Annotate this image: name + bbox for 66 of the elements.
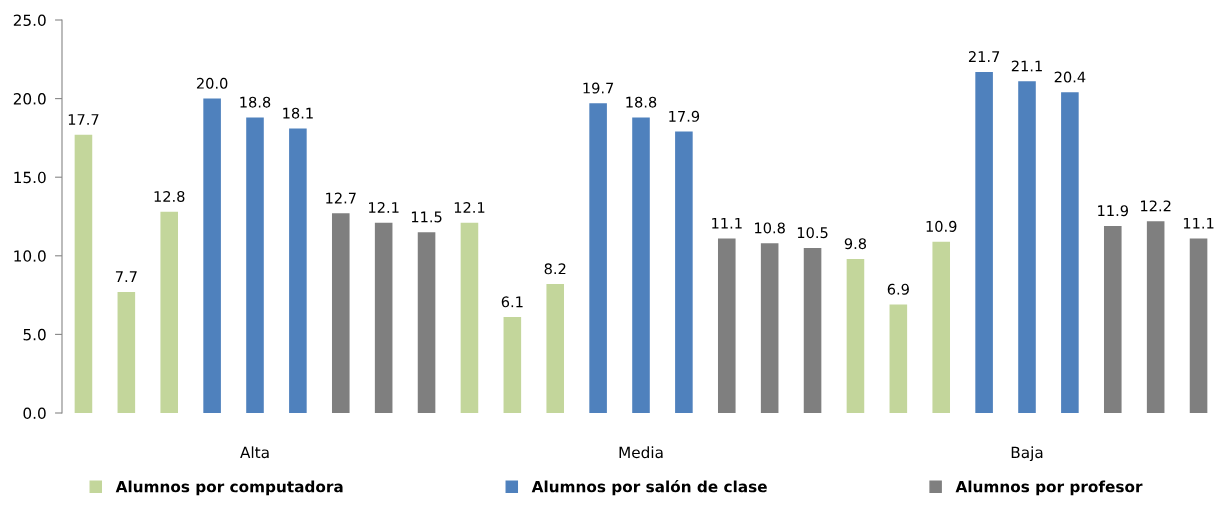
y-tick-label: 20.0 [13,93,46,105]
data-label: 20.0 [196,77,228,89]
data-label: 10.9 [926,220,957,232]
bar [889,304,908,413]
bar [117,291,136,413]
data-label: 11.1 [1183,217,1214,229]
data-label: 6.1 [501,296,523,308]
data-label: 12.1 [369,201,399,213]
bar [1146,221,1165,413]
data-label: 21.7 [968,51,1000,62]
x-tick-label: Media [619,446,663,459]
data-label: 11.9 [1098,205,1128,217]
y-tick-label: 15.0 [14,171,46,184]
bar [203,98,221,413]
y-tick-label: 25.0 [13,14,46,27]
bar [374,222,393,413]
data-label: 12.1 [454,201,485,213]
bar [632,117,650,413]
data-label: 12.7 [326,192,356,204]
data-label: 18.8 [240,96,271,108]
legend-label: Alumnos por computadora [115,480,343,496]
bar [1189,238,1208,413]
bar [675,131,693,413]
y-tick-label: 5.0 [23,328,46,341]
y-tick-label: 10.0 [14,250,46,262]
data-label: 20.4 [1054,71,1086,83]
data-label: 8.2 [544,263,566,275]
data-label: 10.5 [797,227,828,239]
bar [932,241,951,413]
legend-label: Alumnos por salón de clase [531,479,767,496]
bar [1103,225,1122,413]
bar [546,284,565,413]
bar [717,238,736,413]
y-tick-label: 0.0 [23,407,46,420]
data-label: 18.1 [283,107,313,119]
bar [503,317,522,413]
data-label: 9.8 [844,238,867,250]
bar [160,211,179,413]
data-label: 19.7 [583,82,614,94]
bar [289,128,307,413]
x-tick-label: Baja [1011,446,1043,462]
data-label: 6.9 [887,283,909,295]
legend-label: Alumnos por profesor [955,480,1143,496]
data-label: 12.2 [1141,200,1171,212]
data-label: 21.1 [1011,60,1042,72]
data-label: 17.9 [669,110,700,122]
bar [1061,92,1079,413]
data-label: 10.8 [755,222,785,234]
data-label: 17.7 [68,114,99,125]
data-label: 12.8 [154,190,185,203]
bar [246,117,264,413]
bar [760,243,779,413]
data-label: 7.7 [115,271,137,282]
data-label: 11.1 [712,217,742,229]
bar [803,247,822,413]
bar [417,232,436,413]
bar [74,134,93,413]
bar [1018,81,1036,413]
data-label: 18.8 [626,96,657,108]
x-tick-label: Alta [240,446,269,459]
bar [846,258,865,413]
bar [589,103,607,413]
data-label: 11.5 [411,211,442,223]
bar [460,222,479,413]
bar [331,213,350,413]
bar [975,71,993,413]
